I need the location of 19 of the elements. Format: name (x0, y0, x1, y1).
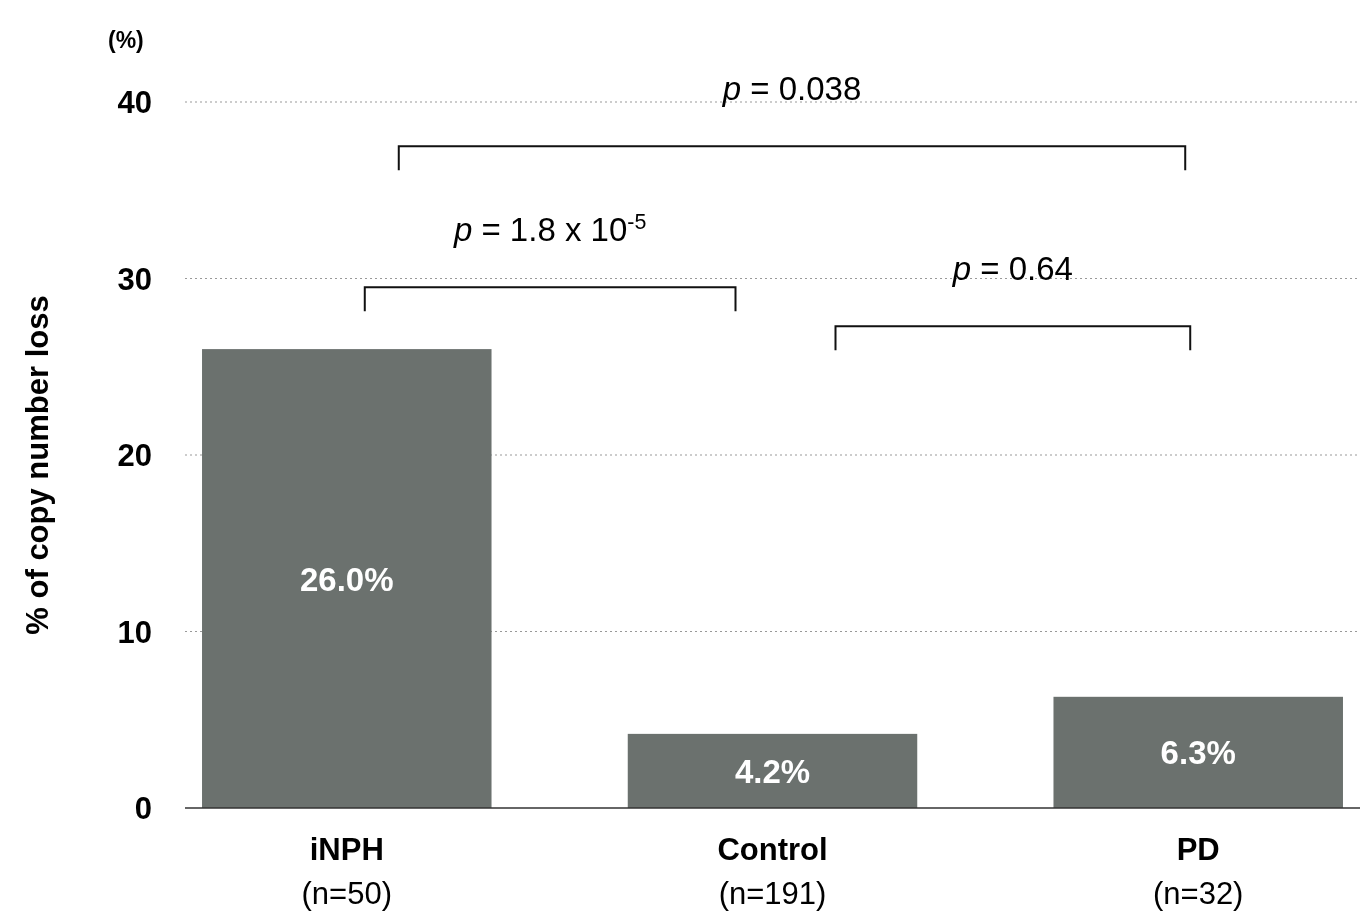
bar (202, 349, 492, 808)
text: (%) (108, 27, 144, 53)
y-tick-label: 30 (117, 261, 152, 297)
bar (627, 733, 918, 808)
y-axis-title: % of copy number loss (20, 295, 55, 635)
data-label: 26.0% (299, 560, 394, 598)
y-tick-label: 40 (117, 85, 152, 120)
data-label: 4.2% (734, 752, 811, 790)
bar (1053, 696, 1343, 808)
annotation: p = 0.64 (951, 250, 1073, 288)
y-tick-label: 20 (117, 438, 152, 473)
x-tick-label: Control (n=191) (717, 832, 828, 911)
x-tick-label: PD (n=32) (1152, 832, 1244, 911)
data-label: 6.3% (1160, 734, 1236, 772)
x-tick-label: iNPH (n=50) (301, 832, 393, 911)
y-tick-label: 10 (117, 614, 152, 650)
annotation: p = 1.8 x 10$^{-5}$ (452, 210, 647, 249)
y-tick-label: 0 (134, 791, 152, 826)
annotation: p = 0.038 (721, 70, 862, 108)
